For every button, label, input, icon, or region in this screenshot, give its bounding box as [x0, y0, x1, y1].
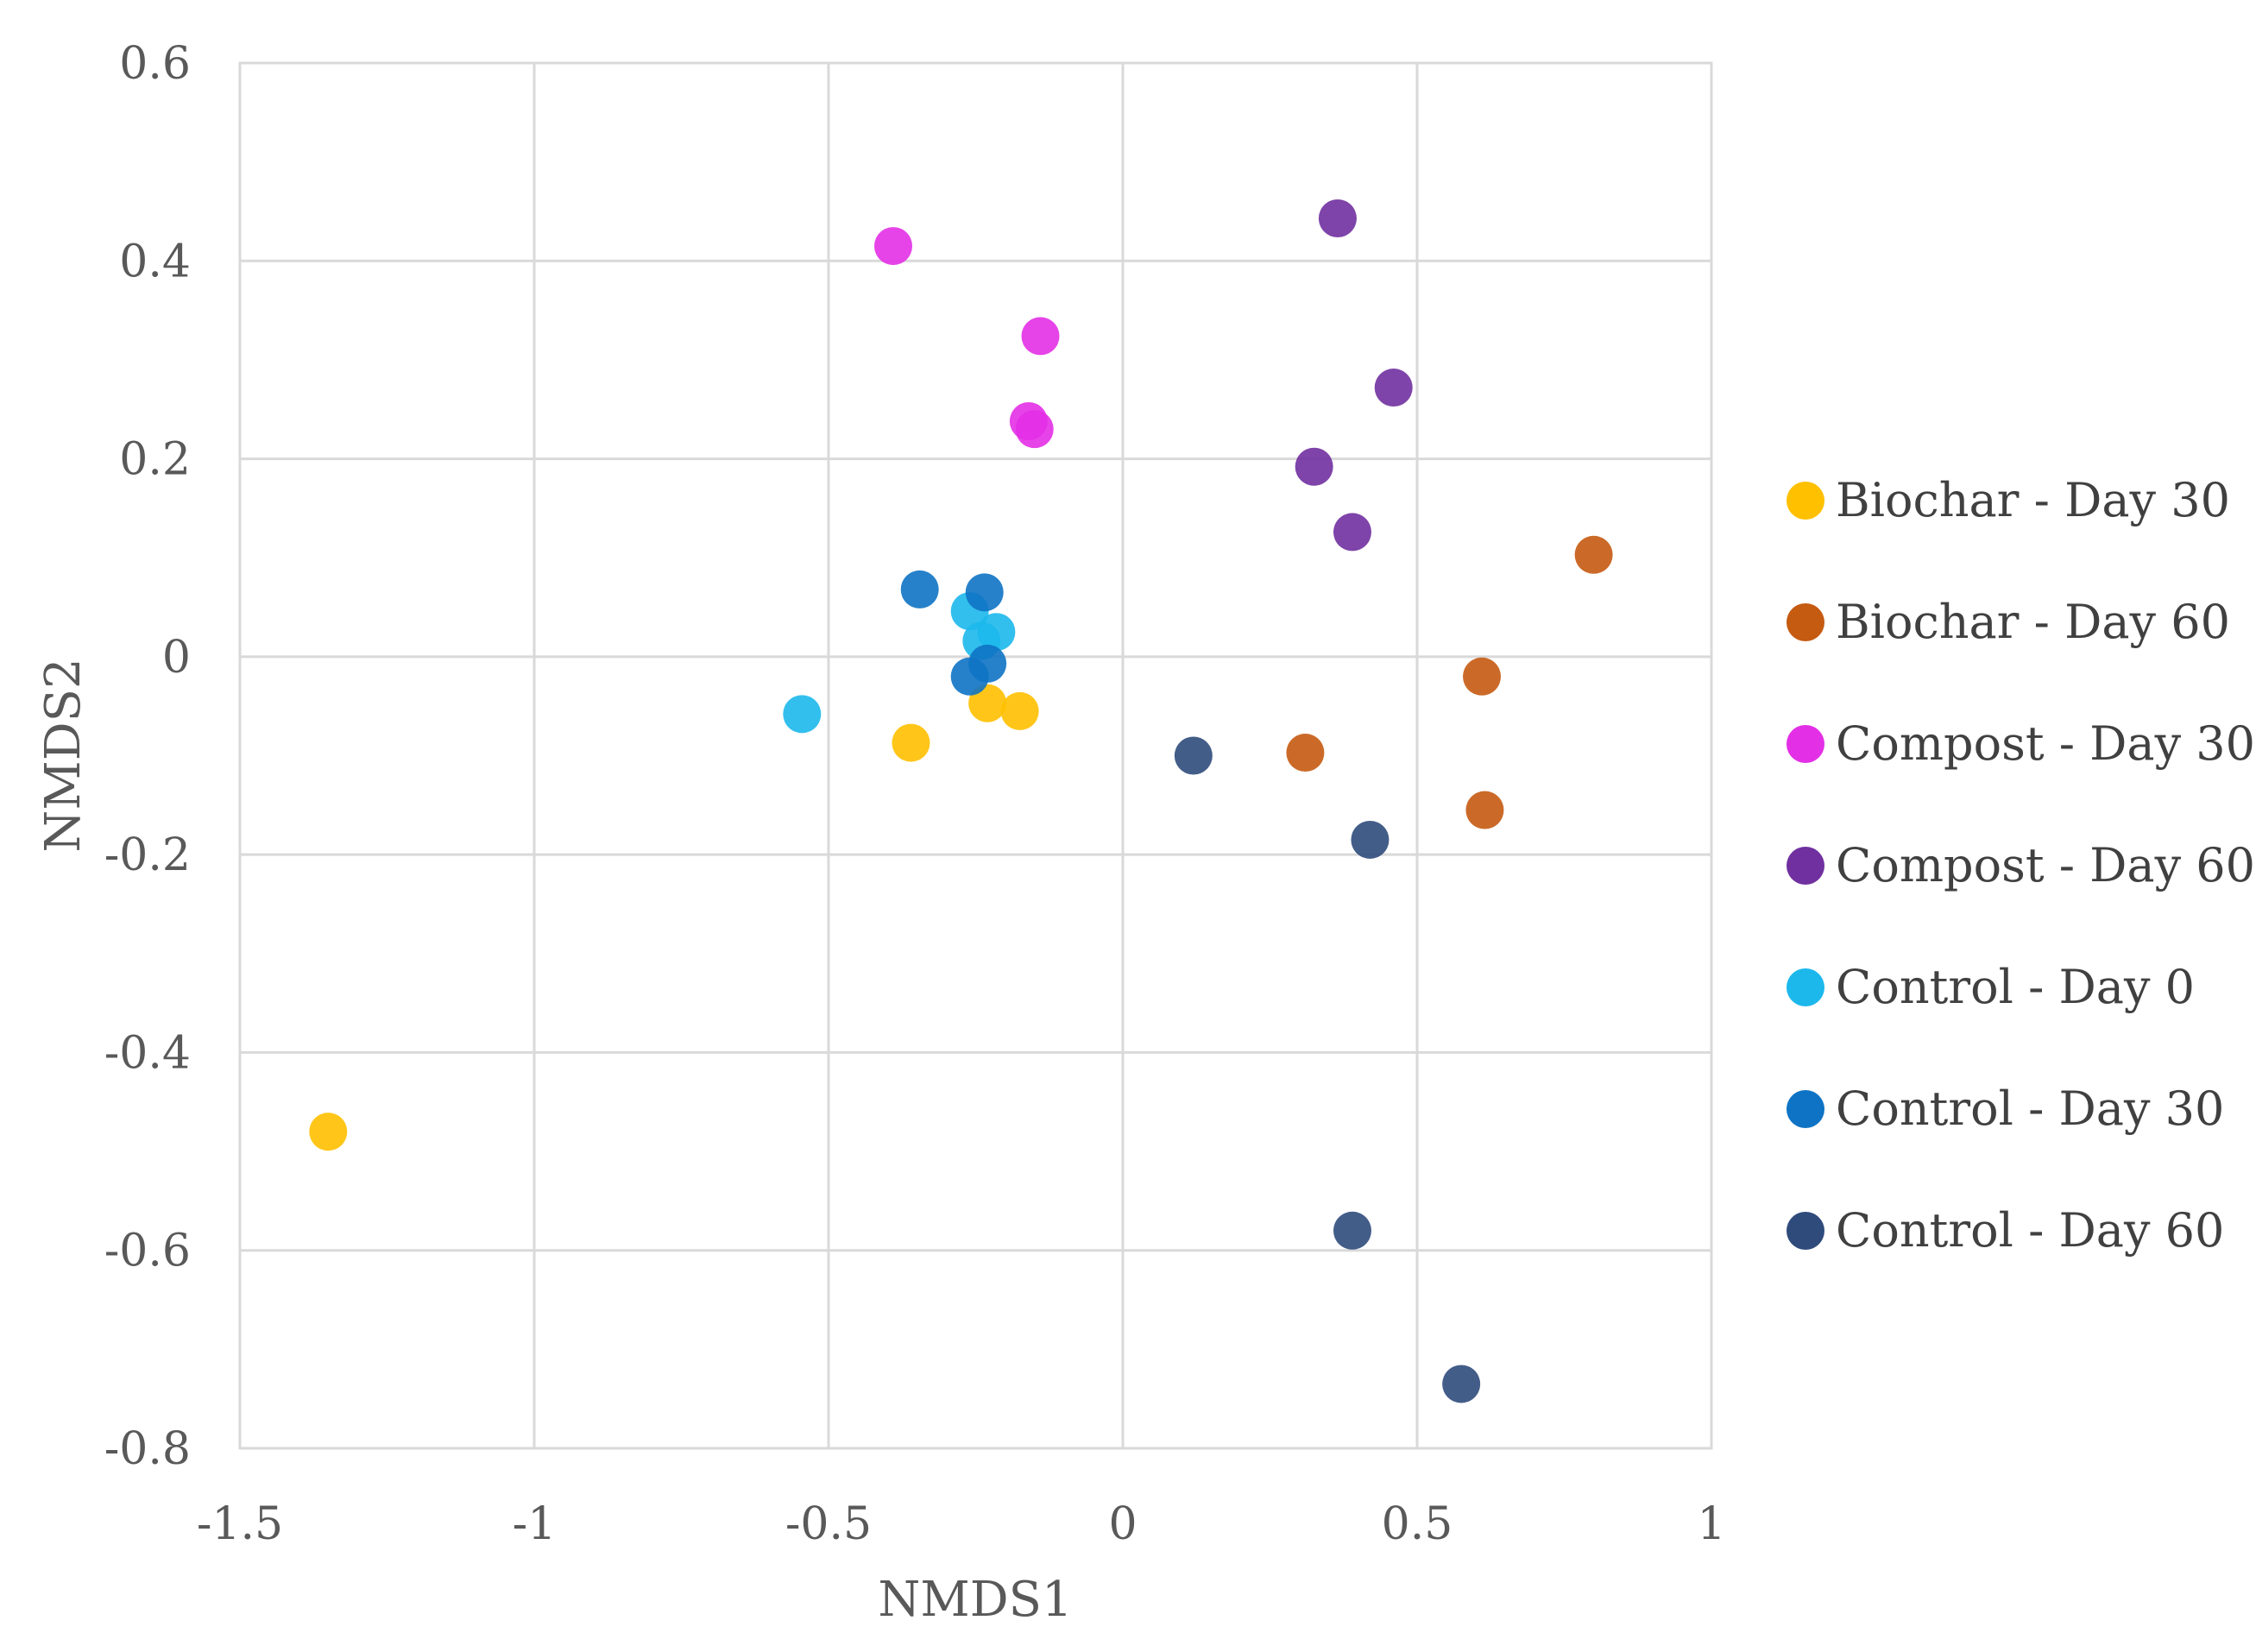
data-point [1000, 691, 1039, 730]
legend-marker [1787, 725, 1824, 763]
y-tick-label: 0.2 [119, 434, 191, 486]
legend-label: Biochar - Day 30 [1836, 473, 2230, 527]
data-point [950, 657, 989, 696]
data-point [1295, 447, 1333, 486]
y-axis-tick-labels: -0.8 -0.6 -0.4 -0.2 0 0.2 0.4 0.6 [104, 38, 191, 1475]
data-point [968, 684, 1007, 722]
legend-label: Compost - Day 30 [1836, 716, 2255, 771]
data-point [965, 573, 1004, 612]
legend-marker [1787, 603, 1824, 641]
y-axis-title: NMDS2 [35, 658, 91, 852]
y-tick-label: 0.6 [119, 38, 191, 90]
data-points [309, 199, 1613, 1403]
data-point [1174, 736, 1213, 775]
legend-marker [1787, 1090, 1824, 1128]
x-tick-label: -0.5 [785, 1498, 872, 1550]
legend-marker [1787, 482, 1824, 520]
legend-label: Control - Day 60 [1836, 1203, 2224, 1258]
grid-lines [238, 61, 1713, 1450]
legend-marker [1787, 1212, 1824, 1250]
legend-label: Biochar - Day 60 [1836, 595, 2230, 649]
x-tick-label: -1 [513, 1498, 557, 1550]
data-point [309, 1113, 348, 1151]
y-tick-label: -0.2 [104, 829, 191, 881]
data-point [1374, 369, 1413, 407]
data-point [900, 570, 939, 608]
data-point [783, 695, 822, 734]
x-tick-label: 0.5 [1382, 1498, 1453, 1550]
y-tick-label: -0.4 [104, 1027, 191, 1079]
legend-label: Control - Day 0 [1836, 960, 2195, 1014]
legend: Biochar - Day 30 Biochar - Day 60 Compost … [1787, 473, 2255, 1258]
legend-label: Control - Day 30 [1836, 1081, 2224, 1136]
y-tick-label: -0.8 [104, 1423, 191, 1475]
legend-label: Compost - Day 60 [1836, 838, 2255, 892]
data-point [1015, 410, 1054, 449]
data-point [1463, 657, 1502, 696]
y-tick-label: 0.4 [119, 236, 191, 287]
data-point [1333, 1211, 1371, 1250]
data-point [874, 227, 913, 266]
data-point [1442, 1365, 1481, 1403]
data-point [1333, 513, 1371, 552]
x-axis-title: NMDS1 [878, 1572, 1072, 1628]
legend-marker [1787, 968, 1824, 1006]
data-point [1318, 199, 1357, 237]
y-tick-label: -0.6 [104, 1226, 191, 1277]
data-point [1351, 820, 1390, 859]
data-point [1574, 535, 1613, 574]
plot-area-border [238, 61, 1713, 1450]
data-point [1021, 317, 1060, 356]
x-tick-label: 0 [1108, 1498, 1137, 1550]
x-tick-label: -1.5 [197, 1498, 283, 1550]
y-tick-label: 0 [162, 632, 191, 684]
legend-marker [1787, 847, 1824, 885]
x-axis-tick-labels: -1.5 -1 -0.5 0 0.5 1 [197, 1498, 1726, 1550]
data-point [1465, 791, 1504, 829]
data-point [892, 723, 930, 762]
x-tick-label: 1 [1697, 1498, 1725, 1550]
data-point [1286, 734, 1325, 772]
